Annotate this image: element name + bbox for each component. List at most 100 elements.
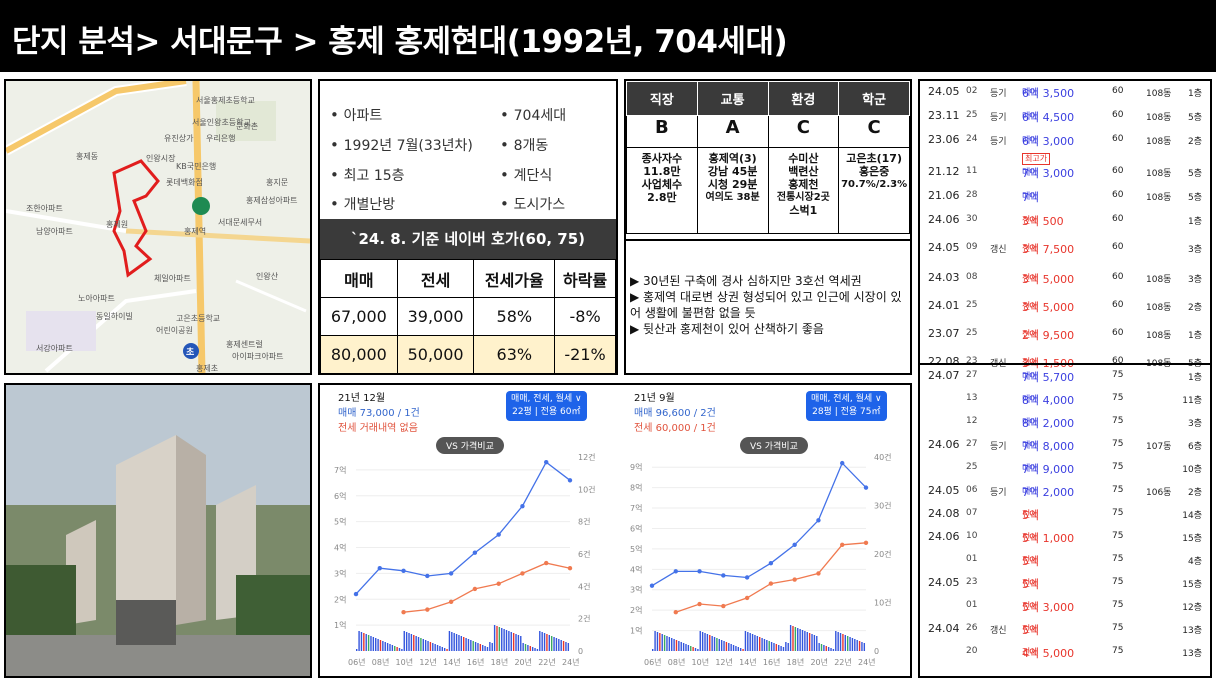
tx-amount: 5억 3,000 — [1022, 601, 1075, 614]
map-label: 홍제센트럴 — [226, 340, 263, 349]
data-point — [496, 581, 501, 586]
volume-bar — [529, 646, 531, 651]
tx-floor: 1층 — [1187, 373, 1202, 383]
volume-bar — [484, 646, 486, 651]
transaction-row[interactable]: 20 전세 4억 5,000 75 13층 — [920, 641, 1210, 664]
data-point — [673, 569, 678, 574]
tx-year-month: 24.07 — [928, 369, 960, 382]
data-point — [721, 573, 726, 578]
transaction-row[interactable]: 23.07 25 전세 2억 9,500 60 108동 1층 — [920, 323, 1210, 347]
volume-bar — [704, 633, 706, 651]
volume-bar — [560, 640, 562, 651]
data-point — [353, 591, 359, 597]
data-point — [401, 610, 406, 615]
transaction-row[interactable]: 23.06 24 등기 매매 6억 3,000 60 108동 2층 — [920, 129, 1210, 153]
tx-area: 75 — [1112, 416, 1124, 426]
volume-bar — [446, 649, 448, 651]
transaction-row[interactable]: 21.12 11 최고가 매매 7억 3,000 60 108동 5층 — [920, 153, 1210, 180]
tx-amount: 7억 8,000 — [1022, 440, 1075, 453]
chart-sale-line: 매매 73,000 / 1건 — [338, 408, 420, 419]
transaction-row[interactable]: 24.05 06 등기 매매 7억 2,000 75 106동 2층 — [920, 480, 1210, 503]
volume-bar — [441, 647, 443, 651]
tx-type: 전세 — [1022, 625, 1039, 635]
data-point — [567, 478, 573, 483]
transaction-row[interactable]: 24.03 08 전세 3억 5,000 60 108동 3층 — [920, 267, 1210, 291]
volume-bar — [536, 649, 539, 651]
volume-bar — [832, 649, 835, 651]
map-label: 고은초등학교 — [176, 314, 221, 323]
map-label: 조한아파트 — [26, 204, 63, 213]
transaction-row[interactable]: 25 매매 7억 9,000 75 10층 — [920, 457, 1210, 480]
volume-bar — [799, 629, 801, 651]
grades-panel: 직장 교통 환경 학군 B A C C 종사자수 11.8만 사업체수 2.8만… — [624, 79, 912, 375]
data-point — [520, 503, 525, 509]
transaction-row[interactable]: 24.06 10 전세 5억 1,000 75 15층 — [920, 526, 1210, 549]
volume-bar — [482, 645, 484, 651]
transaction-row[interactable]: 24.04 26 갱신 전세 5억 75 13층 — [920, 618, 1210, 641]
compare-button[interactable]: VS 가격비교 — [740, 437, 808, 454]
volume-bar — [770, 642, 773, 651]
volume-bar — [685, 644, 687, 651]
x-tick-label: 06년 — [348, 657, 366, 667]
location-map[interactable]: KB국민은행 서대문세무서 롯데백화점 홍제역 우리은행 인왕시장 남양아파트 … — [4, 79, 312, 375]
volume-bar — [652, 649, 654, 651]
transaction-row[interactable]: 21.06 28 매매 7억 60 108동 5층 — [920, 185, 1210, 209]
deal-type-dropdown[interactable]: 매매, 전세, 월세 ∨ 22평 | 전용 60㎡ — [506, 391, 587, 421]
transaction-row[interactable]: 23.11 25 등기 매매 6억 4,500 60 108동 5층 — [920, 105, 1210, 129]
series-line — [675, 542, 867, 613]
price-chart-60[interactable]: 21년 12월 매매 73,000 / 1건 전세 거래내역 없음 매매, 전세… — [320, 385, 610, 676]
volume-bar — [522, 643, 524, 651]
transaction-row[interactable]: 24.06 27 등기 매매 7억 8,000 75 107동 6층 — [920, 434, 1210, 457]
volume-bar — [486, 647, 489, 651]
data-point — [448, 571, 454, 576]
transaction-row[interactable]: 24.05 23 전세 5억 75 15층 — [920, 572, 1210, 595]
volume-bar — [706, 634, 709, 651]
tx-day: 11 — [966, 166, 978, 176]
tx-day: 13 — [966, 393, 978, 403]
transaction-row[interactable]: 24.05 02 등기 매매 6억 3,500 60 108동 1층 — [920, 81, 1210, 105]
detail-line: 고은초(17) — [846, 152, 902, 165]
transaction-row[interactable]: 01 전세 5억 75 4층 — [920, 549, 1210, 572]
volume-bar — [548, 635, 550, 651]
y-tick-label: 5억 — [334, 517, 346, 527]
deal-type-dropdown[interactable]: 매매, 전세, 월세 ∨ 28평 | 전용 75㎡ — [806, 391, 887, 421]
tx-day: 25 — [966, 110, 978, 120]
data-point — [649, 583, 655, 588]
transaction-row[interactable]: 24.07 27 매매 7억 5,700 75 1층 — [920, 365, 1210, 388]
volume-bar — [460, 636, 463, 651]
tx-area: 60 — [1112, 86, 1124, 96]
transaction-row[interactable]: 01 전세 5억 3,000 75 12층 — [920, 595, 1210, 618]
tx-floor: 6층 — [1187, 442, 1202, 452]
transaction-row[interactable]: 24.06 30 전세 3억 500 60 1층 — [920, 209, 1210, 233]
volume-bar — [415, 636, 417, 651]
transaction-row[interactable]: 13 매매 8억 4,000 75 11층 — [920, 388, 1210, 411]
transaction-row[interactable]: 24.08 07 전세 5억 75 14층 — [920, 503, 1210, 526]
volume-bar — [531, 647, 534, 651]
volume-bar — [849, 637, 851, 651]
data-point — [863, 485, 869, 490]
y-tick-label: 9억 — [630, 462, 642, 472]
volume-bar — [761, 638, 763, 651]
tx-area: 75 — [1112, 600, 1124, 610]
tx-day: 27 — [966, 439, 978, 449]
tx-type: 전세 — [1022, 216, 1039, 226]
tx-year-month: 24.05 — [928, 484, 960, 497]
analysis-notes: ▶ 30년된 구축에 경사 심하지만 3호선 역세권 ▶ 홍제역 대로변 상권 … — [626, 239, 910, 337]
chart-sale-line: 매매 96,600 / 2건 — [634, 408, 716, 419]
volume-bar — [666, 636, 668, 651]
tx-day: 30 — [966, 214, 978, 224]
tx-floor: 2층 — [1187, 137, 1202, 147]
volume-bar — [408, 633, 410, 651]
data-point — [721, 603, 726, 609]
y2-tick-label: 12건 — [578, 452, 596, 462]
tx-floor: 2층 — [1187, 303, 1202, 313]
transaction-row[interactable]: 24.05 09 갱신 전세 3억 7,500 60 3층 — [920, 237, 1210, 261]
chart-rent-line: 전세 거래내역 없음 — [338, 423, 418, 434]
transaction-list: 24.05 02 등기 매매 6억 3,500 60 108동 1층 23.11 25 등기 매매 … — [918, 79, 1212, 678]
price-chart-75[interactable]: 21년 9월 매매 96,600 / 2건 전세 60,000 / 1건 매매,… — [616, 385, 906, 676]
volume-bar — [453, 633, 455, 651]
compare-button[interactable]: VS 가격비교 — [436, 437, 504, 454]
transaction-row[interactable]: 12 매매 8억 2,000 75 3층 — [920, 411, 1210, 434]
transaction-row[interactable]: 24.01 25 전세 3억 5,000 60 108동 2층 — [920, 295, 1210, 319]
note-line: ▶ 홍제역 대로변 상권 형성되어 있고 인근에 시장이 있어 생활에 불편함 … — [630, 290, 902, 320]
